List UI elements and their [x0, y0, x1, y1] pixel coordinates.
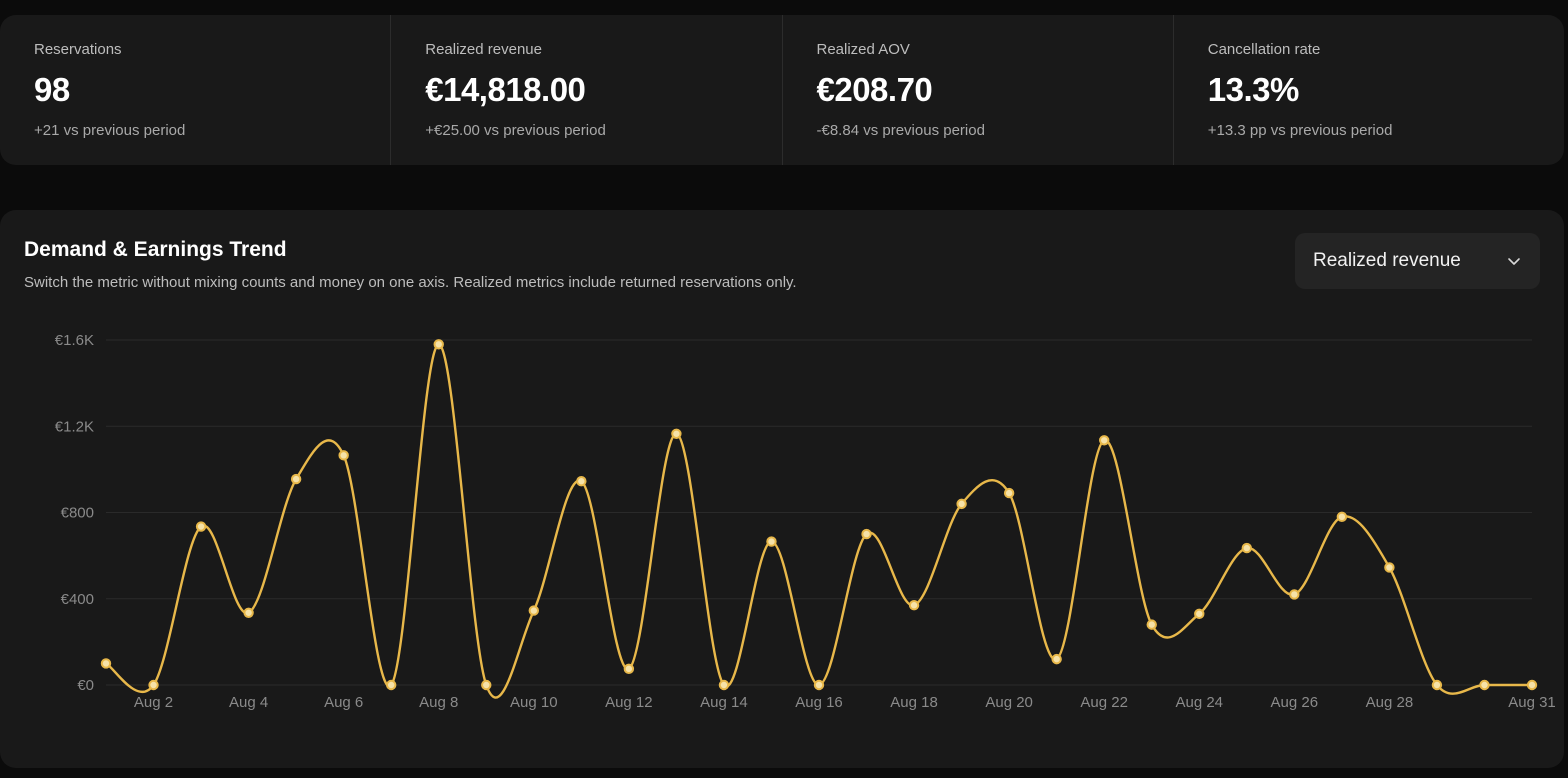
x-tick-label: Aug 18	[890, 694, 938, 711]
metric-select-value: Realized revenue	[1313, 250, 1461, 271]
data-point[interactable]	[576, 476, 587, 487]
data-point[interactable]	[528, 605, 539, 616]
data-point[interactable]	[1479, 679, 1490, 691]
data-point[interactable]	[100, 658, 112, 669]
y-tick-label: €1.6K	[55, 332, 94, 349]
data-point[interactable]	[1146, 619, 1157, 630]
kpi-label: Cancellation rate	[1207, 41, 1321, 58]
x-tick-label: Aug 22	[1080, 694, 1128, 711]
data-point[interactable]	[433, 339, 444, 350]
kpi-reservations: Reservations 98 +21 vs previous period	[0, 15, 392, 165]
kpi-label: Reservations	[34, 41, 122, 58]
data-point[interactable]	[956, 498, 967, 510]
data-point[interactable]	[623, 663, 635, 675]
x-tick-label: Aug 8	[419, 694, 458, 711]
trend-title: Demand & Earnings Trend	[24, 238, 287, 261]
data-point[interactable]	[290, 473, 302, 485]
kpi-delta: +21 vs previous period	[34, 122, 186, 139]
y-tick-label: €400	[61, 591, 94, 608]
x-tick-label: Aug 6	[324, 694, 363, 711]
revenue-line-chart: €0 €400 €800 €1.2K €1.6K Aug 2 Aug 4 Aug 6 Aug 8…	[55, 332, 1556, 711]
kpi-realized-aov: Realized AOV €208.70 -€8.84 vs previous …	[783, 15, 1174, 165]
data-point[interactable]	[195, 521, 207, 532]
data-point[interactable]	[671, 428, 682, 439]
data-point[interactable]	[1051, 653, 1062, 665]
x-tick-label: Aug 24	[1175, 694, 1223, 711]
data-point[interactable]	[1099, 435, 1110, 446]
data-point[interactable]	[1336, 511, 1348, 523]
x-tick-label: Aug 10	[510, 694, 558, 711]
data-point[interactable]	[1194, 608, 1205, 620]
kpi-value: 98	[34, 71, 70, 108]
data-point[interactable]	[243, 607, 254, 618]
y-tick-label: €800	[61, 505, 94, 522]
kpi-delta: +€25.00 vs previous period	[425, 122, 606, 139]
trend-subtitle: Switch the metric without mixing counts …	[24, 274, 797, 291]
x-tick-label: Aug 26	[1271, 694, 1319, 711]
kpi-label: Realized AOV	[816, 41, 910, 58]
x-tick-label: Aug 28	[1366, 694, 1414, 711]
data-point[interactable]	[1384, 562, 1395, 573]
data-point[interactable]	[1431, 679, 1443, 691]
y-tick-label: €0	[77, 677, 94, 694]
data-point[interactable]	[718, 679, 730, 691]
data-point[interactable]	[1241, 542, 1253, 554]
data-point[interactable]	[766, 536, 777, 547]
revenue-series-line	[105, 343, 1532, 699]
kpi-label: Realized revenue	[425, 41, 542, 58]
data-point[interactable]	[148, 679, 159, 691]
kpi-realized-revenue: Realized revenue €14,818.00 +€25.00 vs p…	[391, 15, 783, 165]
data-point[interactable]	[1289, 589, 1300, 600]
kpi-delta: -€8.84 vs previous period	[816, 122, 985, 139]
x-tick-label: Aug 2	[134, 694, 173, 711]
x-tick-label: Aug 12	[605, 694, 653, 711]
metric-select[interactable]: Realized revenue	[1295, 233, 1540, 289]
x-tick-label: Aug 16	[795, 694, 843, 711]
data-point[interactable]	[908, 600, 920, 611]
kpi-value: 13.3%	[1207, 71, 1300, 108]
y-tick-label: €1.2K	[55, 418, 94, 435]
kpi-delta: +13.3 pp vs previous period	[1207, 122, 1393, 139]
x-tick-label: Aug 31	[1508, 694, 1556, 711]
kpi-cancellation-rate: Cancellation rate 13.3% +13.3 pp vs prev…	[1174, 15, 1564, 165]
kpi-strip: Reservations 98 +21 vs previous period R…	[0, 15, 1564, 165]
data-point[interactable]	[481, 679, 492, 691]
data-point[interactable]	[338, 450, 349, 461]
kpi-value: €208.70	[816, 71, 933, 108]
data-point[interactable]	[1526, 679, 1538, 691]
data-point[interactable]	[861, 528, 872, 540]
x-tick-label: Aug 4	[229, 694, 268, 711]
data-point[interactable]	[813, 679, 825, 691]
trend-card: Demand & Earnings Trend Switch the metri…	[0, 210, 1564, 768]
x-tick-label: Aug 20	[985, 694, 1033, 711]
x-tick-label: Aug 14	[700, 694, 748, 711]
chevron-down-icon	[1508, 258, 1520, 265]
data-point[interactable]	[1003, 487, 1015, 499]
kpi-value: €14,818.00	[425, 71, 586, 108]
data-point[interactable]	[386, 679, 397, 691]
